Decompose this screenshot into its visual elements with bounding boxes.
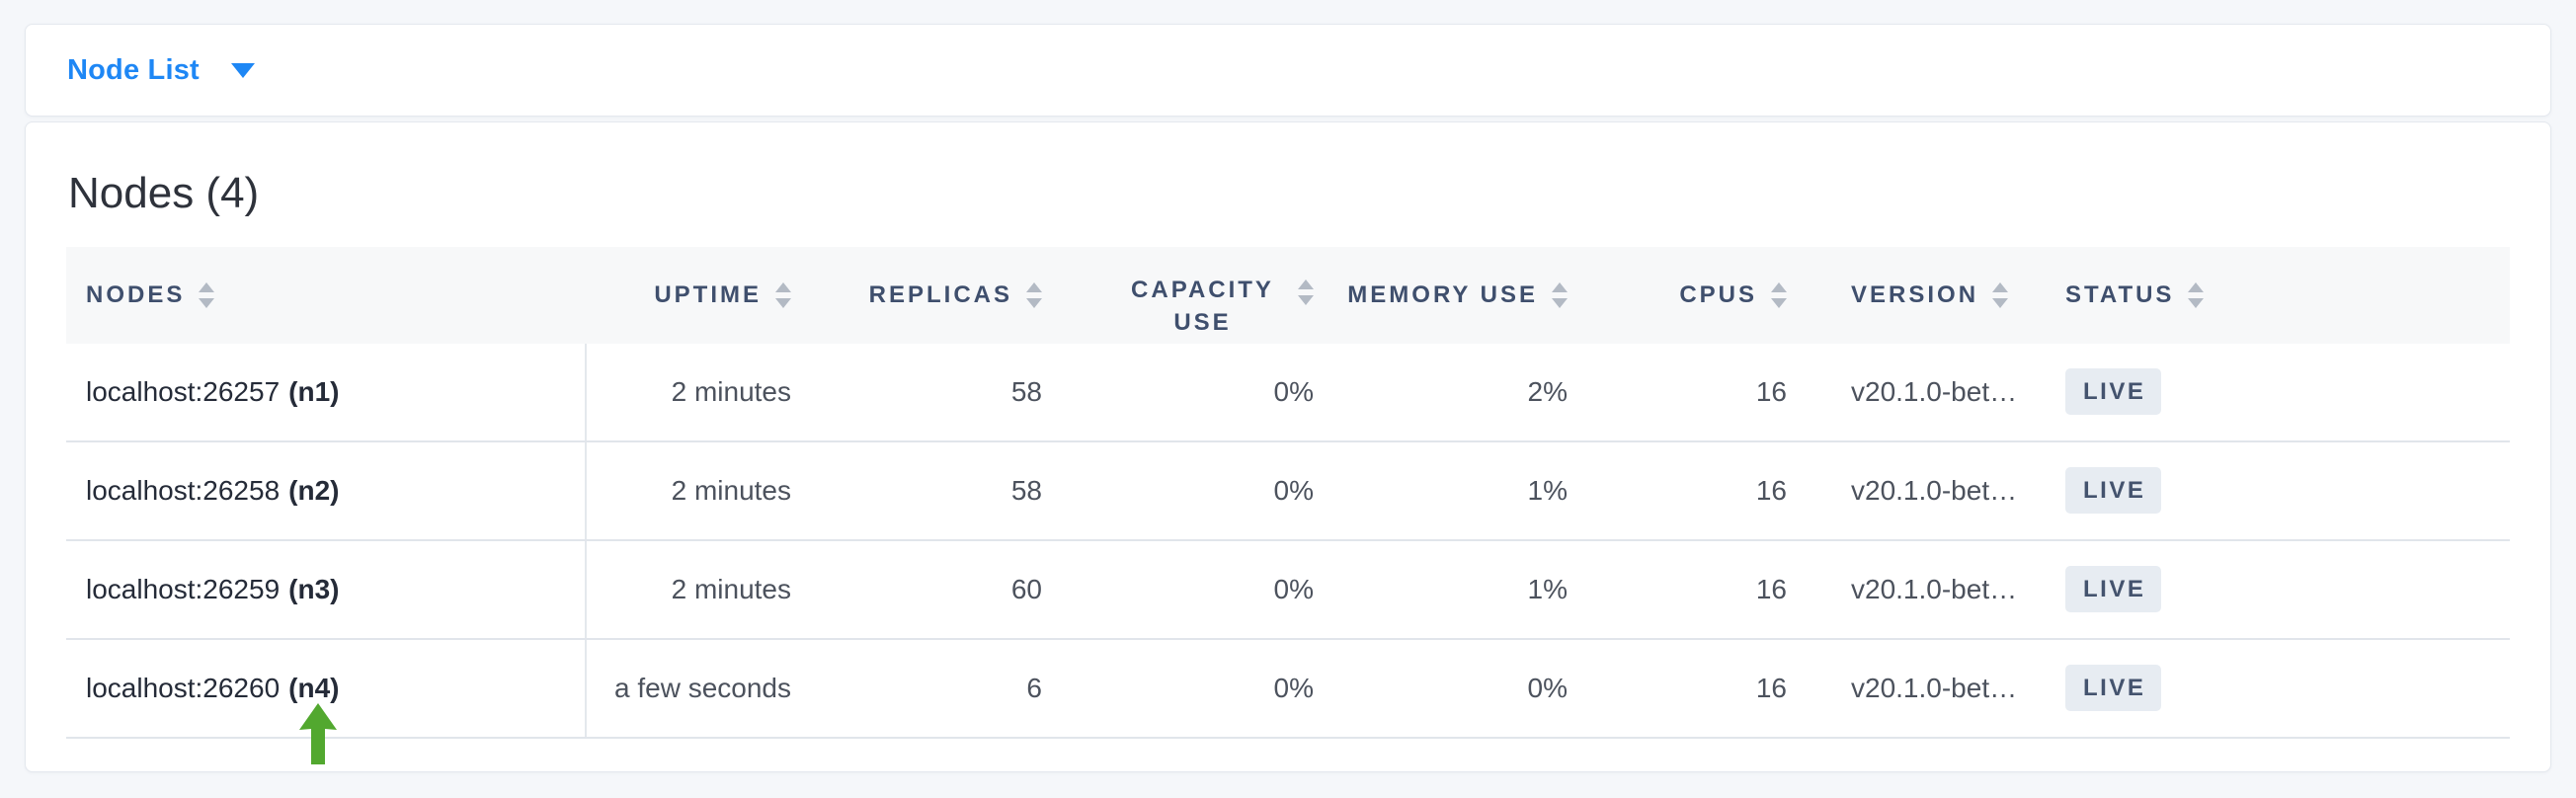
sort-arrows-icon[interactable] (1298, 279, 1314, 306)
version-cell: v20.1.0-bet… (1807, 440, 2050, 541)
column-header-memory-use[interactable]: MEMORY USE (1333, 246, 1587, 344)
memory-use-cell: 0% (1333, 638, 1587, 739)
cpus-cell: 16 (1587, 638, 1807, 739)
column-header-nodes[interactable]: NODES (66, 246, 586, 344)
table-row: localhost:26258 (n2) 2 minutes 58 0% 1% 1… (66, 440, 2510, 541)
version-cell: v20.1.0-bet… (1807, 638, 2050, 739)
sort-arrows-icon[interactable] (199, 281, 215, 308)
column-header-version[interactable]: VERSION (1807, 246, 2050, 344)
table-row: localhost:26260 (n4) a few seconds 6 0% 0… (66, 638, 2510, 764)
node-list-dropdown-label: Node List (67, 53, 200, 86)
green-up-arrow-icon (299, 702, 337, 764)
status-badge: LIVE (2065, 566, 2162, 613)
node-address-link[interactable]: localhost:26257 (86, 375, 281, 407)
memory-use-cell: 1% (1333, 539, 1587, 640)
status-cell: LIVE (2050, 638, 2510, 739)
column-header-status[interactable]: STATUS (2050, 246, 2510, 344)
capacity-use-cell: 0% (1062, 539, 1333, 640)
page-title: Nodes (4) (68, 169, 260, 217)
node-id: (n3) (288, 573, 340, 604)
column-label: UPTIME (654, 280, 762, 308)
cpus-cell: 16 (1587, 440, 1807, 541)
replicas-cell: 58 (811, 343, 1062, 442)
sort-arrows-icon[interactable] (2188, 281, 2205, 308)
memory-use-cell: 2% (1333, 343, 1587, 442)
column-label: MEMORY USE (1347, 280, 1538, 308)
status-cell: LIVE (2050, 440, 2510, 541)
node-list-dropdown[interactable]: Node List (67, 54, 255, 87)
column-label: VERSION (1851, 280, 1979, 308)
node-id: (n4) (288, 672, 340, 703)
sort-arrows-icon[interactable] (1771, 281, 1787, 308)
caret-down-icon[interactable] (230, 62, 255, 78)
column-label: STATUS (2065, 280, 2175, 308)
node-address-link[interactable]: localhost:26258 (86, 474, 281, 506)
node-address-link[interactable]: localhost:26259 (86, 573, 281, 604)
sort-arrows-icon[interactable] (1552, 281, 1568, 308)
status-cell: LIVE (2050, 539, 2510, 640)
node-cell: localhost:26259 (n3) (66, 539, 587, 640)
replicas-cell: 6 (811, 638, 1062, 739)
memory-use-cell: 1% (1333, 440, 1587, 541)
version-cell: v20.1.0-bet… (1807, 539, 2050, 640)
sort-arrows-icon[interactable] (1992, 281, 2009, 308)
column-label: REPLICAS (868, 280, 1012, 308)
column-header-capacity-use[interactable]: CAPACITY USE (1062, 246, 1333, 344)
table-header-row: NODES UPTIME REPLICAS (66, 246, 2510, 344)
capacity-use-cell: 0% (1062, 440, 1333, 541)
replicas-cell: 58 (811, 440, 1062, 541)
version-cell: v20.1.0-bet… (1807, 343, 2050, 442)
node-cell: localhost:26257 (n1) (66, 343, 587, 442)
node-cell: localhost:26260 (n4) (66, 638, 587, 764)
node-id: (n2) (288, 474, 340, 506)
uptime-cell: 2 minutes (586, 539, 811, 640)
node-table: NODES UPTIME REPLICAS (66, 246, 2510, 764)
column-label: NODES (86, 280, 186, 308)
column-header-uptime[interactable]: UPTIME (586, 246, 811, 344)
column-label: CPUS (1679, 280, 1757, 308)
node-id: (n1) (288, 375, 340, 407)
replicas-cell: 60 (811, 539, 1062, 640)
column-header-replicas[interactable]: REPLICAS (811, 246, 1062, 344)
node-cell: localhost:26258 (n2) (66, 440, 587, 541)
capacity-use-cell: 0% (1062, 343, 1333, 442)
cpus-cell: 16 (1587, 343, 1807, 442)
node-address-link[interactable]: localhost:26260 (86, 672, 281, 703)
status-badge: LIVE (2065, 665, 2162, 712)
uptime-cell: a few seconds (586, 638, 811, 739)
status-badge: LIVE (2065, 467, 2162, 515)
uptime-cell: 2 minutes (586, 343, 811, 442)
view-selector-bar: Node List (25, 24, 2551, 117)
nodes-panel: Nodes (4) NODES UPTIME (25, 121, 2551, 772)
column-label: CAPACITY USE (1131, 277, 1274, 336)
uptime-cell: 2 minutes (586, 440, 811, 541)
status-cell: LIVE (2050, 343, 2510, 442)
sort-arrows-icon[interactable] (1026, 281, 1042, 308)
column-header-cpus[interactable]: CPUS (1587, 246, 1807, 344)
table-row: localhost:26257 (n1) 2 minutes 58 0% 2% 1… (66, 343, 2510, 442)
capacity-use-cell: 0% (1062, 638, 1333, 739)
table-row: localhost:26259 (n3) 2 minutes 60 0% 1% 1… (66, 539, 2510, 640)
cpus-cell: 16 (1587, 539, 1807, 640)
sort-arrows-icon[interactable] (775, 281, 791, 308)
status-badge: LIVE (2065, 368, 2162, 416)
